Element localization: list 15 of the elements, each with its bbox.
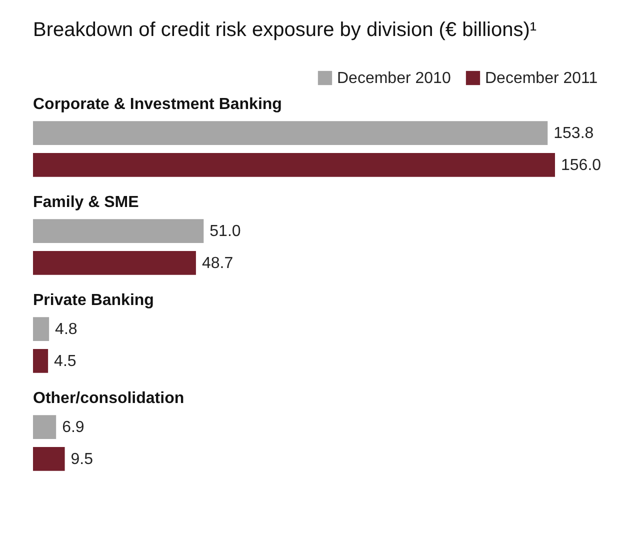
data-label: 4.8: [55, 321, 78, 338]
legend-label: December 2011: [485, 70, 598, 87]
data-label: 48.7: [202, 254, 234, 272]
chart-title: Breakdown of credit risk exposure by division (€ billions)¹: [33, 19, 537, 41]
data-label: 156.0: [561, 156, 602, 174]
y-tick-label: Family & SME: [33, 194, 140, 211]
data-label: 4.5: [54, 352, 76, 370]
legend-label: December 2010: [337, 70, 451, 87]
data-label: 51.0: [210, 223, 241, 240]
y-tick-label: Other/consolidation: [33, 390, 184, 407]
data-label: 6.9: [62, 419, 84, 436]
data-label: 9.5: [70, 450, 94, 468]
data-label: 153.8: [554, 125, 594, 142]
y-tick-label: Corporate & Investment Banking: [33, 96, 282, 113]
y-tick-label: Private Banking: [33, 292, 154, 309]
